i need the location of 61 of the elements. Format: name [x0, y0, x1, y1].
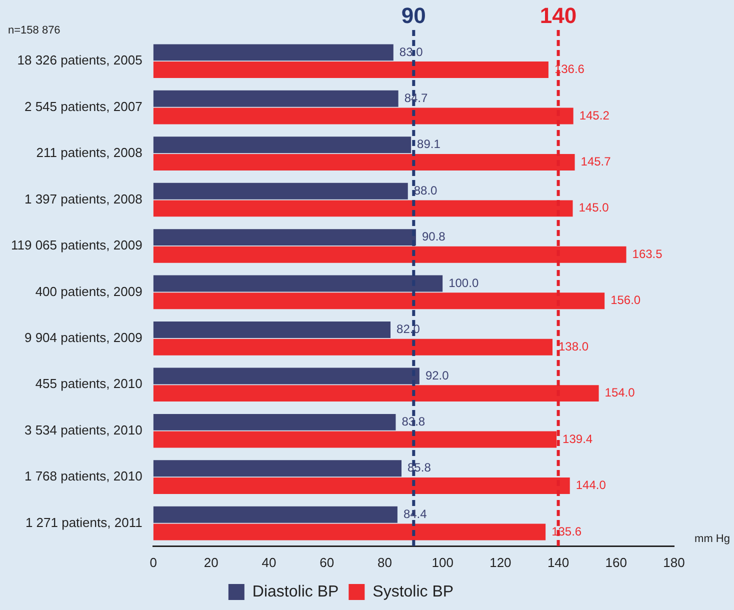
- data-label: 83.0: [399, 44, 424, 59]
- data-label: 85.8: [408, 460, 432, 475]
- data-label: 145.2: [579, 108, 610, 122]
- bar: [153, 136, 412, 154]
- bar: [153, 524, 546, 540]
- data-label: 83.8: [402, 414, 426, 428]
- data-label: 163.5: [632, 246, 663, 261]
- data-label: 145.7: [580, 154, 612, 169]
- y-tick-label: 18 326 patients, 2005: [17, 52, 142, 68]
- x-tick-label: 80: [377, 554, 392, 570]
- x-tick-label: 20: [204, 554, 218, 570]
- y-tick-label: 455 patients, 2010: [35, 376, 142, 392]
- data-label: 88.0: [414, 183, 438, 198]
- y-tick-label: 211 patients, 2008: [36, 145, 142, 160]
- y-tick-label: 2 545 patients, 2007: [24, 98, 142, 114]
- y-tick-label: 400 patients, 2009: [35, 284, 142, 299]
- bar: [153, 90, 398, 107]
- data-label: 135.6: [552, 524, 582, 538]
- bar: [153, 414, 396, 430]
- data-label: 139.4: [562, 432, 593, 446]
- x-tick-label: 40: [262, 554, 276, 570]
- x-axis-title: mm Hg: [694, 532, 730, 545]
- data-label: 92.0: [425, 368, 450, 382]
- ref-line-label: 140: [540, 3, 577, 28]
- x-tick-label: 100: [432, 554, 454, 570]
- y-tick-label: 1 768 patients, 2010: [24, 468, 142, 484]
- data-label: 89.1: [417, 137, 441, 152]
- x-tick-label: 60: [320, 554, 334, 570]
- x-tick-label: 180: [663, 554, 685, 570]
- y-tick-label: 1 271 patients, 2011: [25, 514, 142, 530]
- data-label: 100.0: [448, 276, 479, 290]
- legend-label: Systolic BP: [372, 583, 454, 600]
- bar: [153, 338, 553, 356]
- y-tick-label: 3 534 patients, 2010: [24, 422, 142, 438]
- x-tick-label: 120: [490, 554, 512, 570]
- bar: [153, 62, 548, 78]
- data-label: 90.8: [422, 230, 446, 244]
- bar: [153, 44, 394, 61]
- data-label: 138.0: [558, 339, 589, 354]
- bar: [153, 275, 443, 292]
- y-tick-label: 9 904 patients, 2009: [24, 330, 142, 345]
- data-label: 156.0: [610, 293, 641, 308]
- data-label: 145.0: [578, 200, 610, 215]
- bar: [153, 322, 391, 338]
- text: n=158 876: [8, 24, 60, 37]
- y-tick-label: 119 065 patients, 2009: [10, 238, 142, 253]
- bar: [153, 368, 420, 384]
- data-label: 136.6: [554, 62, 585, 76]
- x-tick-label: 0: [150, 554, 157, 570]
- data-label: 82.0: [396, 322, 420, 336]
- x-tick-label: 160: [605, 554, 627, 570]
- data-label: 154.0: [604, 386, 636, 400]
- data-label: 144.0: [576, 478, 606, 492]
- bar: [153, 460, 402, 477]
- bar: [153, 229, 416, 246]
- bar: [153, 506, 398, 523]
- bar: [153, 182, 408, 200]
- legend-label: Diastolic BP: [252, 583, 339, 600]
- y-tick-label: 1 397 patients, 2008: [24, 191, 142, 206]
- x-tick-label: 140: [547, 554, 570, 570]
- ref-line-label: 90: [401, 3, 426, 28]
